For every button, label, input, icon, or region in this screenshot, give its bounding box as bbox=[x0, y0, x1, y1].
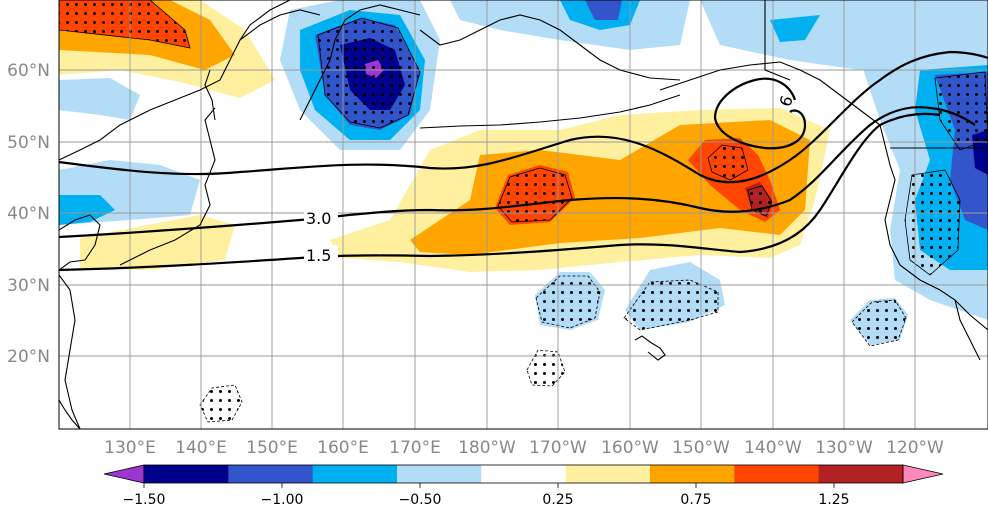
contour-3 bbox=[59, 106, 976, 239]
border-canada bbox=[764, 0, 791, 81]
map-panel: 3.0 1.5 6. bbox=[58, 0, 988, 430]
lat-labels: 60°N 50°N 40°N 30°N 20°N bbox=[7, 61, 50, 367]
lat-label-50: 50°N bbox=[7, 133, 50, 153]
coast-bering bbox=[419, 14, 681, 81]
contour-6-loop bbox=[713, 78, 807, 150]
lon-label-180w: 180°W bbox=[458, 438, 516, 458]
lon-label-150w: 150°W bbox=[672, 438, 730, 458]
lon-label-130e: 130°E bbox=[104, 438, 156, 458]
lon-label-140e: 140°E bbox=[175, 438, 227, 458]
colorbar-label-025: 0.25 bbox=[542, 492, 573, 508]
stipple-sub2 bbox=[623, 279, 719, 331]
colorbar-box bbox=[312, 465, 398, 483]
stipple-band-east bbox=[707, 144, 749, 181]
colorbar-box bbox=[144, 465, 229, 483]
coast-baja bbox=[954, 299, 981, 361]
contour-6-west bbox=[754, 77, 797, 101]
contour-labels: 3.0 1.5 6. bbox=[304, 88, 799, 265]
lon-label-170e: 170°E bbox=[389, 438, 441, 458]
colorbar-boxes bbox=[144, 465, 904, 483]
contour-label-6: 6. bbox=[775, 88, 798, 109]
graticule bbox=[59, 0, 988, 429]
contour-label-1-5: 1.5 bbox=[306, 246, 331, 265]
lon-label-120w: 120°W bbox=[886, 438, 944, 458]
shade-blue-north bbox=[585, 0, 622, 20]
stipple-sub1 bbox=[535, 275, 601, 329]
stippling bbox=[59, 0, 988, 423]
stipple-hawaii-s bbox=[526, 349, 566, 387]
lon-label-160w: 160°W bbox=[601, 438, 659, 458]
colorbar: −1.50 −1.00 −0.50 0.25 0.75 1.25 bbox=[103, 464, 944, 508]
lon-labels: 130°E 140°E 150°E 160°E 170°E 180°W 170°… bbox=[104, 438, 944, 458]
lat-label-30: 30°N bbox=[7, 276, 50, 296]
lat-label-20: 20°N bbox=[7, 347, 50, 367]
coast-japan bbox=[119, 107, 216, 266]
map-frame bbox=[58, 0, 988, 430]
colorbar-frame bbox=[143, 464, 904, 484]
coast-asia bbox=[59, 0, 291, 161]
lon-label-170w: 170°W bbox=[529, 438, 587, 458]
coast-philippines bbox=[59, 399, 81, 429]
stipple-wpac bbox=[199, 384, 243, 423]
colorbar-box bbox=[565, 465, 651, 483]
shade-lightblue-west bbox=[59, 78, 140, 120]
lon-label-130w: 130°W bbox=[815, 438, 873, 458]
colorbar-box bbox=[228, 465, 314, 483]
coast-sakhalin bbox=[204, 69, 216, 121]
contour-1-5 bbox=[59, 112, 941, 272]
contour-label-3: 3.0 bbox=[306, 209, 331, 228]
stipple-bering bbox=[317, 17, 421, 129]
lat-label-40: 40°N bbox=[7, 204, 50, 224]
stipple-sub3 bbox=[851, 299, 907, 347]
colorbar-box bbox=[818, 465, 904, 483]
colorbar-box bbox=[734, 465, 820, 483]
colorbar-under-arrow bbox=[103, 464, 145, 484]
colorbar-box bbox=[650, 465, 735, 483]
colorbar-label-neg050: −0.50 bbox=[399, 492, 442, 508]
stipple-coast-ne bbox=[934, 71, 988, 151]
colorbar-label-neg100: −1.00 bbox=[261, 492, 304, 508]
colorbar-label-075: 0.75 bbox=[680, 492, 711, 508]
colorbar-label-125: 1.25 bbox=[818, 492, 849, 508]
coast-alaska bbox=[659, 61, 881, 126]
colorbar-box bbox=[481, 465, 567, 483]
colorbar-box bbox=[397, 465, 482, 483]
contour-outer-north bbox=[59, 50, 988, 184]
lat-label-60: 60°N bbox=[7, 61, 50, 81]
coastlines bbox=[59, 0, 988, 429]
jet-contours bbox=[59, 50, 988, 272]
coast-okhotsk bbox=[239, 9, 321, 41]
shade-cyan-ne bbox=[770, 15, 820, 42]
stipple-coast bbox=[904, 169, 961, 276]
stipple-nw bbox=[59, 0, 191, 49]
coast-china bbox=[59, 274, 81, 429]
lon-label-140w: 140°W bbox=[744, 438, 802, 458]
coast-aleutians bbox=[419, 94, 681, 129]
colorbar-over-arrow bbox=[902, 464, 944, 484]
shade-cyan-japan bbox=[59, 195, 115, 225]
coast-hawaii bbox=[634, 335, 666, 361]
lon-label-150e: 150°E bbox=[246, 438, 298, 458]
coast-kamchatka bbox=[299, 4, 421, 121]
stipple-band-west bbox=[497, 167, 573, 223]
colorbar-label-neg150: −1.50 bbox=[123, 492, 166, 508]
lon-label-160e: 160°E bbox=[317, 438, 369, 458]
colorbar-ticks bbox=[143, 483, 835, 488]
